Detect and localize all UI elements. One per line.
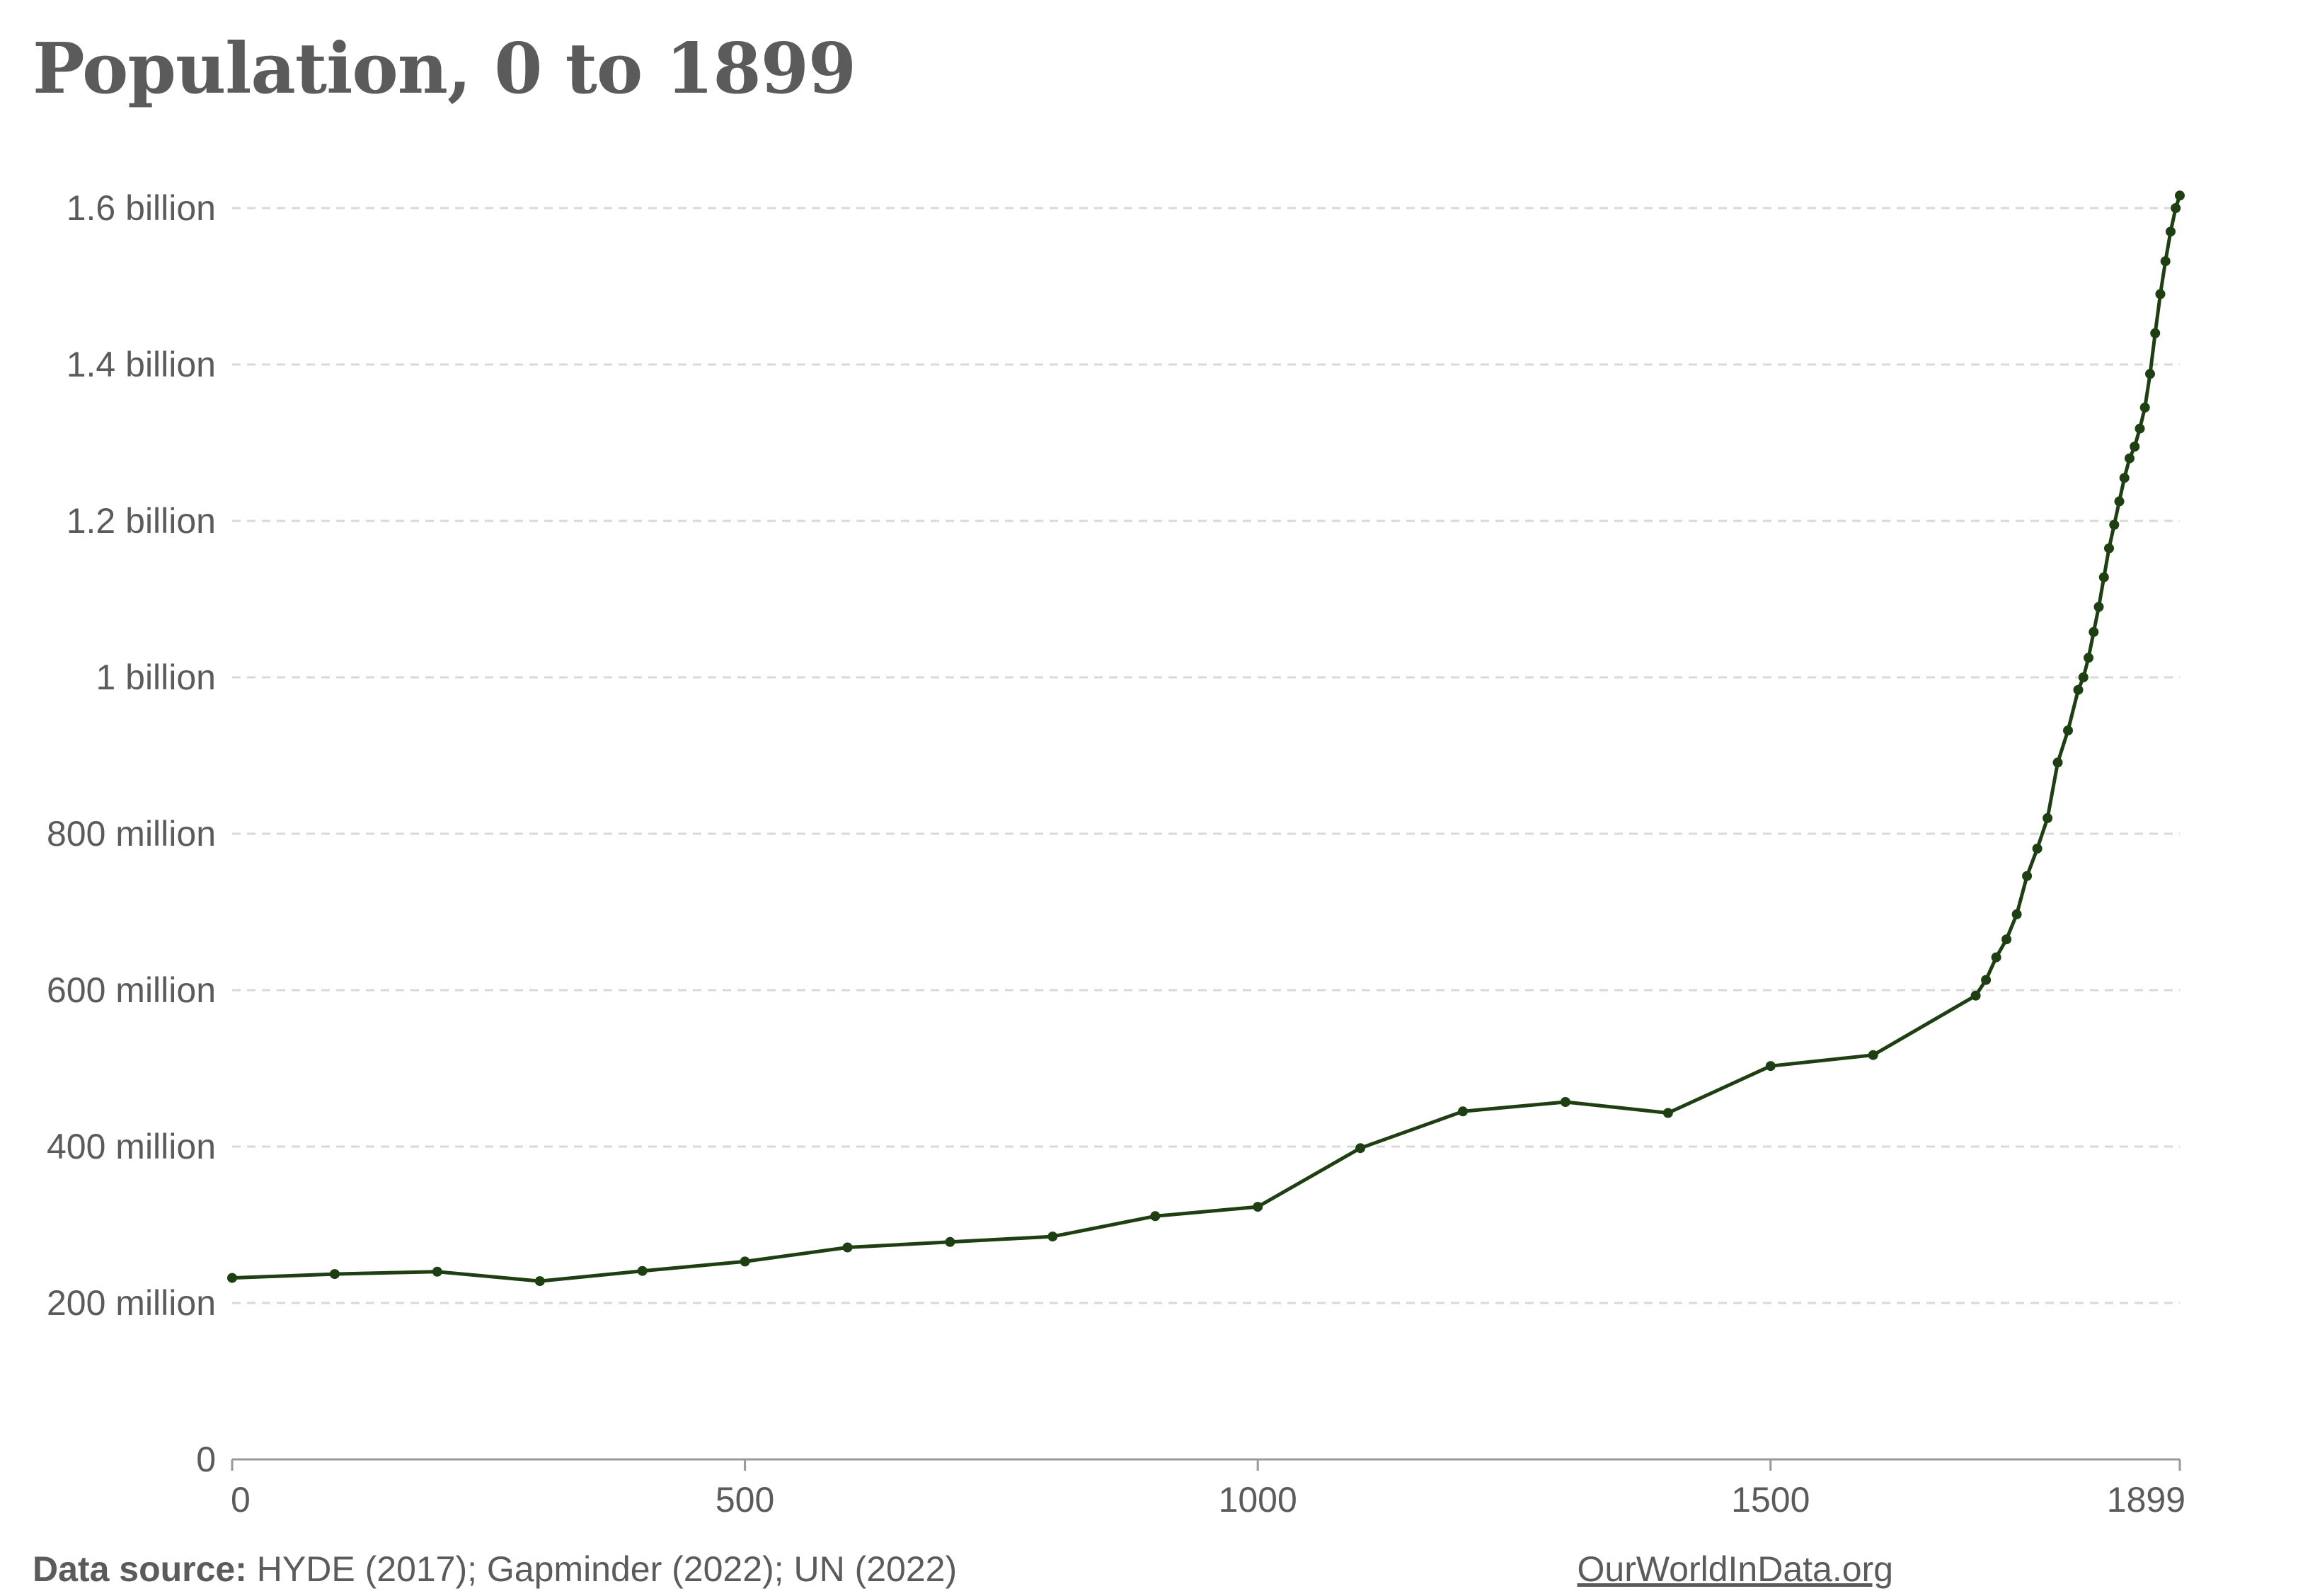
data-point <box>1981 975 1992 985</box>
y-axis-labels: 0 200 million 400 million 600 million 800 mi… <box>47 188 216 1479</box>
data-point <box>2171 203 2181 213</box>
series-population <box>227 190 2185 1287</box>
data-point <box>2119 473 2130 483</box>
x-axis <box>231 1458 2181 1471</box>
data-point <box>2098 572 2109 582</box>
data-point <box>2084 653 2093 663</box>
data-point <box>2145 369 2155 379</box>
data-point <box>2063 725 2073 736</box>
data-point <box>2104 543 2114 553</box>
data-point <box>2032 844 2043 854</box>
data-point <box>2135 423 2145 434</box>
y-tick-label: 600 million <box>47 970 216 1010</box>
data-point <box>1150 1211 1161 1222</box>
data-point <box>1765 1061 1776 1072</box>
data-point <box>1970 990 1981 1001</box>
data-point <box>2139 402 2150 413</box>
x-tick-label: 0 <box>231 1480 251 1520</box>
y-tick-label: 1.6 billion <box>67 188 216 228</box>
data-point <box>2150 328 2161 338</box>
data-point <box>329 1269 340 1280</box>
data-point <box>2114 496 2125 507</box>
data-point <box>432 1266 442 1277</box>
gridlines <box>232 207 2180 1304</box>
data-point <box>2093 602 2104 612</box>
data-point <box>1991 952 2001 963</box>
data-point <box>2052 757 2063 768</box>
y-tick-label: 400 million <box>47 1127 216 1166</box>
data-point <box>2175 190 2185 201</box>
x-tick-label: 1899 <box>2107 1480 2185 1520</box>
y-tick-label: 200 million <box>47 1283 216 1323</box>
data-point <box>2022 871 2033 881</box>
data-point <box>1355 1143 1366 1154</box>
data-point <box>1560 1097 1570 1107</box>
y-tick-label: 1 billion <box>96 658 216 697</box>
data-point <box>2125 453 2135 464</box>
data-point <box>2160 256 2171 267</box>
data-point <box>842 1242 853 1253</box>
data-point <box>637 1265 648 1276</box>
data-point <box>1868 1050 1878 1060</box>
data-point <box>2109 519 2120 530</box>
data-point <box>227 1273 237 1283</box>
data-source-note: Data source: HYDE (2017); Gapminder (202… <box>33 1549 957 1590</box>
data-point <box>2130 442 2140 452</box>
data-source-label: Data source: <box>33 1549 247 1589</box>
data-point <box>945 1236 955 1247</box>
data-point <box>2166 226 2176 237</box>
data-point <box>2089 626 2099 637</box>
data-point <box>2001 934 2012 945</box>
y-tick-label: 1.2 billion <box>67 501 216 541</box>
x-axis-labels: 0 500 1000 1500 1899 <box>231 1480 2185 1520</box>
x-tick-label: 1500 <box>1731 1480 1810 1520</box>
data-point <box>534 1276 545 1287</box>
data-point <box>2073 684 2084 695</box>
data-point <box>1253 1202 1263 1212</box>
series-line <box>230 193 2182 1283</box>
data-point <box>1662 1108 1673 1118</box>
data-point <box>740 1256 750 1267</box>
y-tick-label: 0 <box>196 1440 216 1479</box>
data-point <box>2011 909 2022 919</box>
data-source-text: HYDE (2017); Gapminder (2022); UN (2022) <box>256 1549 958 1589</box>
data-point <box>2078 672 2089 682</box>
y-tick-label: 800 million <box>47 814 216 854</box>
data-point <box>1458 1106 1468 1117</box>
x-tick-label: 500 <box>716 1480 774 1520</box>
data-point <box>1047 1232 1058 1242</box>
x-tick-label: 1000 <box>1219 1480 1297 1520</box>
chart-title: Population, 0 to 1899 <box>33 28 856 110</box>
data-point <box>2155 289 2166 299</box>
y-tick-label: 1.4 billion <box>67 345 216 384</box>
owid-link[interactable]: OurWorldInData.org <box>1577 1549 1893 1589</box>
data-point <box>2043 813 2053 823</box>
